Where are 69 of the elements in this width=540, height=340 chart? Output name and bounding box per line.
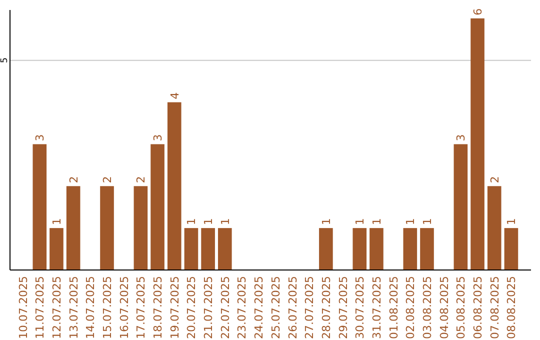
x-tick-label: 12.07.2025	[50, 276, 64, 339]
x-tick-label: 05.08.2025	[454, 276, 468, 339]
bar	[319, 228, 333, 270]
data-label: 6	[472, 8, 485, 16]
x-tick-label: 27.07.2025	[303, 276, 316, 339]
data-label: 4	[168, 92, 182, 100]
x-tick-label: 08.08.2025	[505, 276, 518, 339]
data-label: 1	[354, 218, 367, 226]
x-tick-label: 14.07.2025	[84, 276, 98, 339]
data-label: 2	[488, 176, 502, 184]
data-label: 1	[404, 218, 418, 226]
data-label: 2	[67, 176, 80, 184]
x-tick-label: 19.07.2025	[168, 276, 182, 339]
x-tick-label: 29.07.2025	[336, 276, 350, 339]
x-tick-label: 21.07.2025	[202, 276, 216, 339]
bar	[504, 228, 518, 270]
y-tick-label: 5	[0, 57, 10, 64]
data-label: 3	[152, 134, 165, 142]
x-tick-label: 30.07.2025	[354, 276, 367, 339]
data-label: 1	[420, 218, 434, 226]
x-tick-label: 06.08.2025	[472, 276, 485, 339]
data-label: 3	[34, 134, 47, 142]
x-tick-label: 23.07.2025	[236, 276, 249, 339]
data-label: 3	[454, 134, 468, 142]
x-tick-label: 26.07.2025	[286, 276, 300, 339]
bar	[184, 228, 198, 270]
x-tick-label: 17.07.2025	[134, 276, 148, 339]
x-tick-label: 22.07.2025	[218, 276, 232, 339]
x-tick-label: 15.07.2025	[101, 276, 114, 339]
x-tick-label: 20.07.2025	[185, 276, 198, 339]
bar	[32, 144, 47, 270]
x-tick-label: 28.07.2025	[320, 276, 333, 339]
bar	[218, 228, 232, 270]
bar	[167, 102, 182, 270]
data-label: 2	[101, 176, 114, 184]
x-tick-label: 11.07.2025	[34, 276, 47, 339]
data-label: 1	[202, 218, 216, 226]
bar	[100, 186, 114, 270]
data-label: 1	[185, 218, 198, 226]
data-label: 2	[134, 176, 148, 184]
bar	[50, 228, 64, 270]
bar	[134, 186, 148, 270]
data-label: 1	[218, 218, 232, 226]
x-tick-label: 13.07.2025	[67, 276, 80, 339]
x-tick-label: 25.07.2025	[269, 276, 282, 339]
bar	[66, 186, 80, 270]
data-label: 1	[370, 218, 384, 226]
data-label: 1	[50, 218, 64, 226]
x-tick-label: 02.08.2025	[404, 276, 418, 339]
bar	[470, 18, 484, 270]
data-label: 1	[320, 218, 333, 226]
bar	[370, 228, 384, 270]
bar	[150, 144, 164, 270]
data-label: 1	[505, 218, 518, 226]
x-tick-label: 16.07.2025	[118, 276, 131, 339]
x-tick-label: 07.08.2025	[488, 276, 502, 339]
bar	[454, 144, 468, 270]
x-tick-label: 24.07.2025	[252, 276, 266, 339]
x-tick-label: 10.07.2025	[16, 276, 30, 339]
x-tick-label: 01.08.2025	[387, 276, 400, 339]
bar	[403, 228, 418, 270]
bar	[201, 228, 215, 270]
bar	[352, 228, 367, 270]
bar	[420, 228, 434, 270]
x-tick-label: 18.07.2025	[152, 276, 165, 339]
bar	[487, 186, 502, 270]
x-tick-label: 03.08.2025	[420, 276, 434, 339]
x-tick-label: 04.08.2025	[438, 276, 451, 339]
x-tick-label: 31.07.2025	[370, 276, 384, 339]
